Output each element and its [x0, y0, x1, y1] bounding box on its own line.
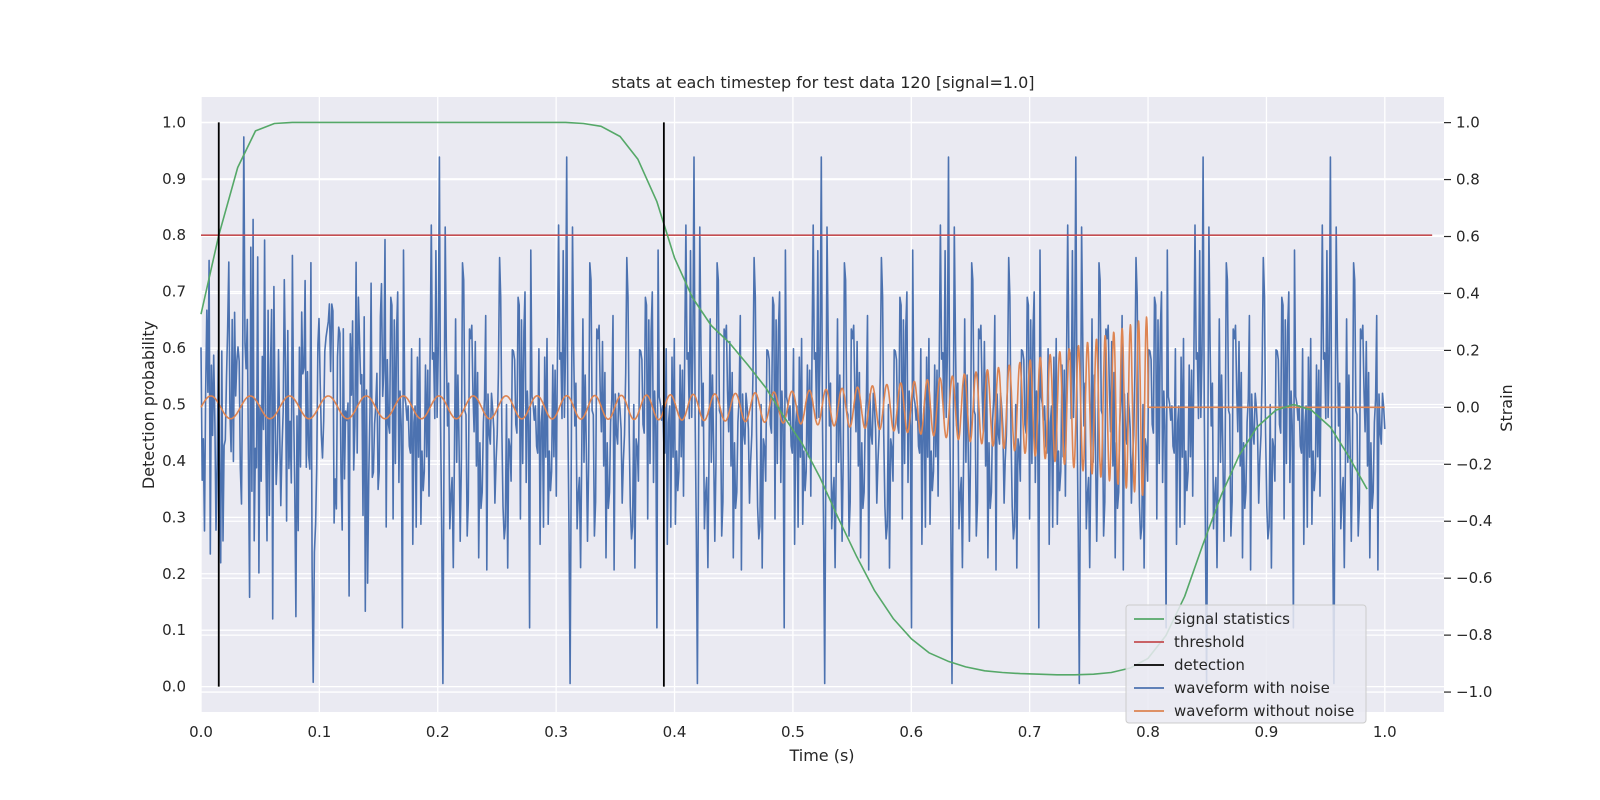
x-tick-label: 0.6	[899, 723, 923, 741]
x-tick-label: 0.4	[663, 723, 687, 741]
y-axis-right: −1.0 −0.8 −0.6 −0.4 −0.2 0.0 0.2 0.4 0.6 0.8 1.0	[1444, 114, 1492, 701]
y2-tick-label: 0.4	[1456, 284, 1480, 302]
legend-label: threshold	[1174, 633, 1245, 651]
legend-label: waveform with noise	[1174, 679, 1330, 697]
y-tick-label: 0.3	[162, 508, 186, 526]
y-tick-label: 0.9	[162, 170, 186, 188]
y2-tick-label: 0.6	[1456, 228, 1480, 246]
x-tick-label: 0.2	[426, 723, 450, 741]
legend: signal statistics threshold detection wavef…	[1125, 604, 1367, 724]
x-tick-label: 0.3	[544, 723, 568, 741]
y2-tick-label: 1.0	[1456, 114, 1480, 132]
y-tick-label: 0.0	[162, 678, 186, 696]
y2-tick-label: −0.6	[1456, 569, 1492, 587]
y2-tick-label: 0.2	[1456, 341, 1480, 359]
series-waveform-without-noise	[200, 316, 1385, 497]
y-tick-label: 0.5	[162, 396, 186, 414]
y-tick-label: 0.8	[162, 226, 186, 244]
legend-label: detection	[1174, 656, 1245, 674]
y2-tick-label: 0.0	[1456, 398, 1480, 416]
y2-axis-label: Strain	[1497, 384, 1516, 431]
x-tick-label: 0.5	[781, 723, 805, 741]
y2-tick-label: −0.2	[1456, 455, 1492, 473]
y-tick-label: 0.7	[162, 283, 186, 301]
x-tick-label: 0.7	[1018, 723, 1042, 741]
x-tick-label: 1.0	[1373, 723, 1397, 741]
y-tick-label: 0.1	[162, 621, 186, 639]
series-waveform-with-noise	[200, 136, 1386, 685]
y-axis-left: 0.0 0.1 0.2 0.3 0.4 0.5 0.6 0.7 0.8 0.9 1.0	[162, 113, 186, 695]
x-axis-label: Time (s)	[788, 746, 854, 765]
y-tick-label: 0.6	[162, 339, 186, 357]
x-tick-label: 0.8	[1136, 723, 1160, 741]
legend-label: waveform without noise	[1174, 702, 1354, 720]
y-axis-label: Detection probability	[139, 321, 158, 489]
series-layer	[200, 121, 1433, 687]
x-tick-label: 0.1	[307, 723, 331, 741]
y-tick-label: 1.0	[162, 113, 186, 131]
y2-tick-label: −1.0	[1456, 683, 1492, 701]
legend-label: signal statistics	[1174, 610, 1290, 628]
y2-tick-label: 0.8	[1456, 171, 1480, 189]
y-tick-label: 0.4	[162, 452, 186, 470]
x-axis: 0.0 0.1 0.2 0.3 0.4 0.5 0.6 0.7 0.8 0.9 1.0	[189, 723, 1397, 741]
y2-tick-label: −0.4	[1456, 512, 1492, 530]
legend-box	[1125, 604, 1367, 724]
x-tick-label: 0.9	[1254, 723, 1278, 741]
y2-tick-label: −0.8	[1456, 626, 1492, 644]
chart-title: stats at each timestep for test data 120…	[611, 73, 1034, 92]
x-tick-label: 0.0	[189, 723, 213, 741]
y-tick-label: 0.2	[162, 565, 186, 583]
